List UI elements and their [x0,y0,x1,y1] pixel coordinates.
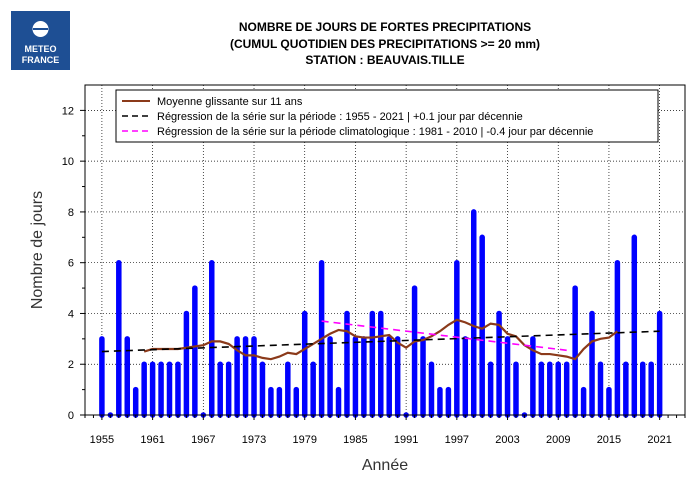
y-tick-label: 4 [68,308,74,320]
logo-text-line1: METEO [24,44,56,54]
x-axis: 1955 1961 1967 1973 1979 1985 1991 1997 2003 2009… [84,415,686,446]
chart-title-line1: NOMBRE DE JOURS DE FORTES PRECIPITATIONS [239,20,531,34]
chart-title: NOMBRE DE JOURS DE FORTES PRECIPITATIONS… [230,20,540,67]
series-lines [101,318,660,361]
x-tick-label: 1967 [191,434,215,446]
y-tick-label: 2 [68,359,74,371]
legend: Moyenne glissante sur 11 ans Régression … [115,89,659,143]
y-tick-label: 12 [62,105,74,117]
x-tick-label: 2009 [546,434,570,446]
regression-full-line [101,330,660,353]
bars [99,209,663,418]
x-axis-label: Année [362,457,408,474]
y-axis: 0 2 4 6 8 10 12 [62,105,85,422]
logo-background [11,11,70,70]
y-tick-label: 0 [68,410,74,422]
x-tick-label: 1997 [445,434,469,446]
y-axis-label: Nombre de jours [29,191,46,309]
legend-label-regression-climatological: Régression de la série sur la période cl… [157,126,593,138]
chart-title-line2: (CUMUL QUOTIDIEN DES PRECIPITATIONS >= 2… [230,37,540,51]
x-tick-label: 2003 [495,434,519,446]
x-tick-label: 1979 [292,434,316,446]
legend-label-regression-full: Régression de la série sur la période : … [157,111,523,123]
y-tick-label: 10 [62,156,74,168]
regression-climatological-line [321,320,567,352]
x-tick-label: 2021 [647,434,671,446]
x-tick-label: 1991 [394,434,418,446]
x-tick-label: 1973 [242,434,266,446]
logo-text-line2: FRANCE [22,55,60,65]
legend-label-moving-average: Moyenne glissante sur 11 ans [157,96,303,108]
y-tick-label: 6 [68,258,74,270]
legend-box [115,89,659,143]
meteo-france-logo: METEO FRANCE [11,11,70,70]
x-tick-label: 1961 [140,434,164,446]
plot-frame [84,84,686,416]
y-tick-label: 8 [68,207,74,219]
moving-average-line [143,318,619,361]
chart-title-line3: STATION : BEAUVAIS.TILLE [305,53,464,67]
x-tick-label: 1955 [90,434,114,446]
x-tick-label: 2015 [597,434,621,446]
x-tick-label: 1985 [343,434,367,446]
